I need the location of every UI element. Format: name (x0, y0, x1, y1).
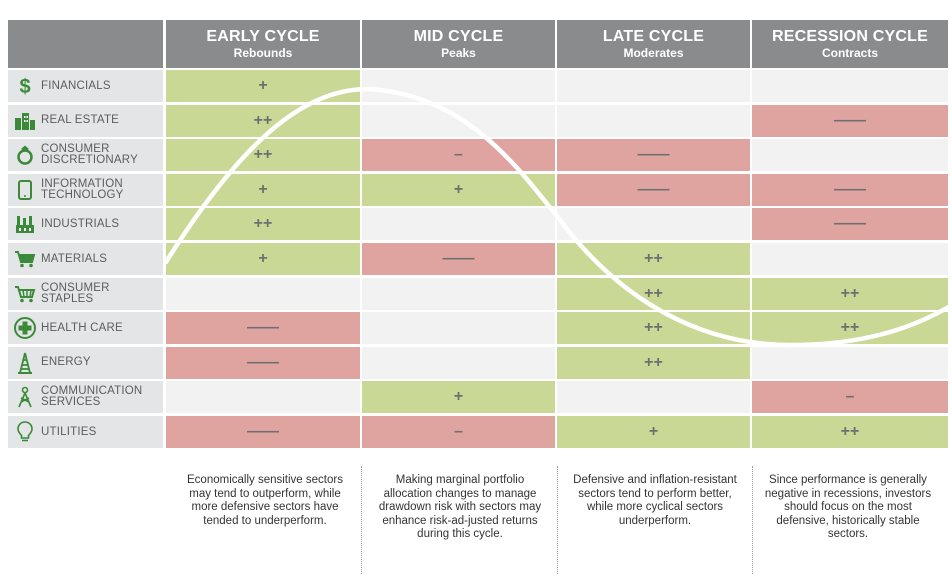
sector-label-cell: COMMUNICATION SERVICES (8, 381, 163, 414)
performance-cell (362, 312, 555, 345)
header-corner (8, 20, 163, 68)
dollar-icon: $ (14, 75, 36, 97)
cart-icon (14, 248, 36, 270)
performance-cell (557, 208, 750, 241)
medical-cross-icon (14, 317, 36, 340)
performance-cell: —— (752, 173, 948, 206)
sector-label-cell: $ FINANCIALS (8, 70, 163, 102)
performance-cell (362, 277, 555, 310)
performance-cell: —— (166, 416, 360, 448)
sector-name: INDUSTRIALS (41, 217, 120, 230)
sector-label-cell: HEALTH CARE (8, 312, 163, 345)
performance-cell: —— (362, 243, 555, 275)
basket-icon (14, 283, 36, 305)
column-subtitle: Peaks (441, 46, 476, 60)
cycle-description: Making marginal portfolio allocation cha… (378, 474, 542, 540)
performance-cell (166, 381, 360, 414)
svg-text:$: $ (19, 76, 30, 96)
sector-name: CONSUMER DISCRETIONARY (41, 143, 138, 167)
performance-cell: ++ (557, 346, 750, 379)
column-title: MID CYCLE (413, 28, 504, 45)
sector-label-cell: CONSUMER STAPLES (8, 277, 163, 310)
sector-label-cell: MATERIALS (8, 243, 163, 275)
cycle-description: Economically sensitive sectors may tend … (187, 474, 343, 527)
performance-cell: ++ (166, 104, 360, 137)
performance-cell (557, 70, 750, 102)
performance-cell: —— (752, 104, 948, 137)
tower-icon (14, 386, 36, 408)
performance-cell: + (557, 416, 750, 448)
sector-label-cell: REAL ESTATE (8, 104, 163, 137)
sector-name: COMMUNICATION SERVICES (41, 385, 143, 409)
performance-cell: ++ (752, 416, 948, 448)
column-title: LATE CYCLE (602, 28, 705, 45)
performance-cell (752, 346, 948, 379)
sector-name: HEALTH CARE (41, 321, 123, 334)
performance-cell: ++ (752, 277, 948, 310)
column-header: EARLY CYCLE Rebounds (166, 20, 360, 68)
cycle-description: Since performance is generally negative … (764, 474, 932, 540)
sector-name: UTILITIES (41, 425, 97, 438)
sector-name: CONSUMER STAPLES (41, 281, 110, 305)
sector-name: FINANCIALS (41, 79, 111, 92)
performance-cell: + (166, 70, 360, 102)
performance-cell (166, 277, 360, 310)
sector-label-cell: CONSUMER DISCRETIONARY (8, 139, 163, 172)
column-title: RECESSION CYCLE (772, 28, 928, 45)
column-subtitle: Contracts (821, 46, 878, 60)
performance-cell: ++ (557, 243, 750, 275)
performance-cell (752, 70, 948, 102)
performance-cell (362, 346, 555, 379)
performance-cell: ++ (557, 277, 750, 310)
performance-cell: —— (166, 312, 360, 345)
column-header: RECESSION CYCLE Contracts (752, 20, 948, 68)
phone-icon (14, 179, 36, 201)
dotted-divider (361, 466, 362, 574)
sector-name: INFORMATION TECHNOLOGY (41, 177, 124, 201)
performance-cell (362, 208, 555, 241)
performance-cell: —— (166, 346, 360, 379)
performance-cell (752, 243, 948, 275)
performance-cell: – (362, 139, 555, 172)
performance-cell: + (166, 173, 360, 206)
sector-label-cell: INDUSTRIALS (8, 208, 163, 241)
sector-label-cell: ENERGY (8, 346, 163, 379)
performance-cell: + (166, 243, 360, 275)
column-title: EARLY CYCLE (206, 28, 320, 45)
ring-icon (14, 144, 36, 166)
performance-cell: ++ (166, 208, 360, 241)
column-header: LATE CYCLE Moderates (557, 20, 750, 68)
performance-cell: ++ (166, 139, 360, 172)
performance-cell (362, 104, 555, 137)
column-subtitle: Moderates (623, 46, 684, 60)
column-header: MID CYCLE Peaks (362, 20, 555, 68)
lightbulb-icon (14, 421, 36, 443)
sector-label-cell: UTILITIES (8, 416, 163, 448)
sector-label-cell: INFORMATION TECHNOLOGY (8, 173, 163, 206)
sector-name: REAL ESTATE (41, 114, 120, 127)
oil-rig-icon (14, 352, 36, 374)
dotted-divider (557, 466, 558, 574)
performance-cell: + (362, 381, 555, 414)
dotted-divider (752, 466, 753, 574)
factory-icon (14, 213, 36, 235)
performance-cell (557, 381, 750, 414)
performance-cell (362, 70, 555, 102)
performance-cell: ++ (752, 312, 948, 345)
performance-cell (557, 104, 750, 137)
performance-cell: + (362, 173, 555, 206)
buildings-icon (14, 110, 36, 132)
performance-cell: – (752, 381, 948, 414)
performance-cell: ++ (557, 312, 750, 345)
performance-cell: – (362, 416, 555, 448)
performance-cell: —— (557, 139, 750, 172)
performance-cell (752, 139, 948, 172)
cycle-description: Defensive and inflation-resistant sector… (573, 474, 737, 527)
column-subtitle: Rebounds (233, 46, 293, 60)
performance-cell: —— (752, 208, 948, 241)
sector-name: MATERIALS (41, 252, 108, 265)
performance-cell: —— (557, 173, 750, 206)
sector-name: ENERGY (41, 356, 91, 369)
